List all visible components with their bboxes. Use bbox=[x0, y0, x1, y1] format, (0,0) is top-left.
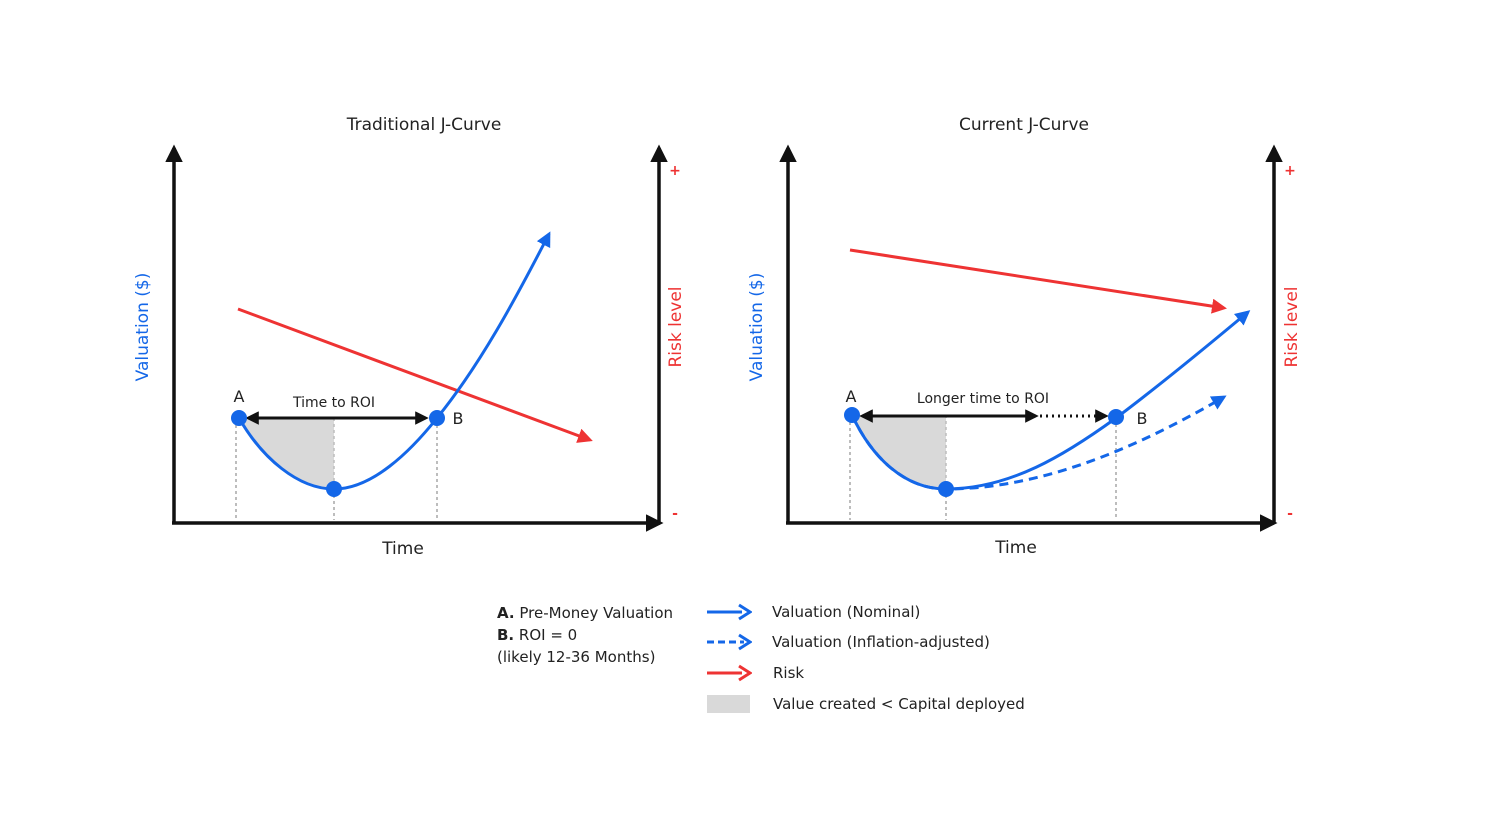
dashed-blue-arrow-icon bbox=[707, 633, 752, 651]
legend-definition-b: B. ROI = 0 bbox=[497, 624, 673, 646]
valuation-nominal-curve bbox=[237, 231, 551, 491]
legend-label: Valuation (Inflation-adjusted) bbox=[772, 633, 990, 651]
x-axis-label: Time bbox=[381, 539, 424, 559]
point-min bbox=[938, 481, 954, 497]
solid-blue-arrow-icon bbox=[707, 603, 752, 621]
label-a: A bbox=[234, 387, 245, 406]
legend-key-b: B. bbox=[497, 626, 515, 644]
point-a bbox=[231, 410, 247, 426]
risk-line bbox=[237, 307, 593, 443]
value-gap-area bbox=[852, 415, 946, 489]
legend-definitions: A. Pre-Money Valuation B. ROI = 0 (likel… bbox=[497, 602, 673, 668]
label-b: B bbox=[1137, 409, 1148, 428]
gray-box-icon bbox=[707, 695, 750, 713]
legend-definition-a: A. Pre-Money Valuation bbox=[497, 602, 673, 624]
label-a: A bbox=[846, 387, 857, 406]
risk-minus-label: - bbox=[672, 506, 678, 522]
legend-note: (likely 12-36 Months) bbox=[497, 648, 656, 666]
risk-plus-label: + bbox=[669, 163, 681, 179]
risk-axis-label: Risk level bbox=[1282, 286, 1302, 367]
traditional-j-curve-chart: Traditional J-Curve A B Time to ROI Time… bbox=[133, 115, 686, 559]
label-b: B bbox=[453, 409, 464, 428]
legend-item-risk: Risk bbox=[706, 663, 1046, 683]
legend-label: Value created < Capital deployed bbox=[773, 695, 1025, 713]
y-axis-label: Valuation ($) bbox=[747, 273, 767, 382]
legend-key-a: A. bbox=[497, 604, 515, 622]
risk-minus-label: - bbox=[1287, 506, 1293, 522]
current-j-curve-chart: Current J-Curve A B Longer time to ROI T… bbox=[747, 115, 1302, 558]
point-b bbox=[1108, 409, 1124, 425]
risk-plus-label: + bbox=[1284, 163, 1296, 179]
legend-item-value-gap: Value created < Capital deployed bbox=[706, 694, 1046, 714]
point-a bbox=[844, 407, 860, 423]
risk-axis-label: Risk level bbox=[666, 286, 686, 367]
legend-label: Valuation (Nominal) bbox=[772, 603, 921, 621]
risk-line bbox=[849, 248, 1227, 314]
span-label: Time to ROI bbox=[292, 395, 375, 411]
legend-label: Risk bbox=[773, 664, 805, 682]
legend-text-a: Pre-Money Valuation bbox=[519, 604, 674, 622]
legend-item-nominal: Valuation (Nominal) bbox=[706, 602, 1046, 622]
chart-title: Current J-Curve bbox=[959, 115, 1089, 135]
valuation-nominal-curve bbox=[850, 310, 1251, 491]
chart-title: Traditional J-Curve bbox=[346, 115, 502, 135]
span-label: Longer time to ROI bbox=[917, 391, 1049, 407]
point-b bbox=[429, 410, 445, 426]
red-arrow-icon bbox=[707, 664, 752, 682]
valuation-inflation-adjusted-curve bbox=[850, 395, 1227, 491]
y-axis-label: Valuation ($) bbox=[133, 273, 153, 382]
legend-item-inflation-adjusted: Valuation (Inflation-adjusted) bbox=[706, 632, 1046, 652]
legend-text-b: ROI = 0 bbox=[518, 626, 578, 644]
value-gap-area bbox=[239, 418, 334, 489]
point-min bbox=[326, 481, 342, 497]
x-axis-label: Time bbox=[994, 538, 1037, 558]
